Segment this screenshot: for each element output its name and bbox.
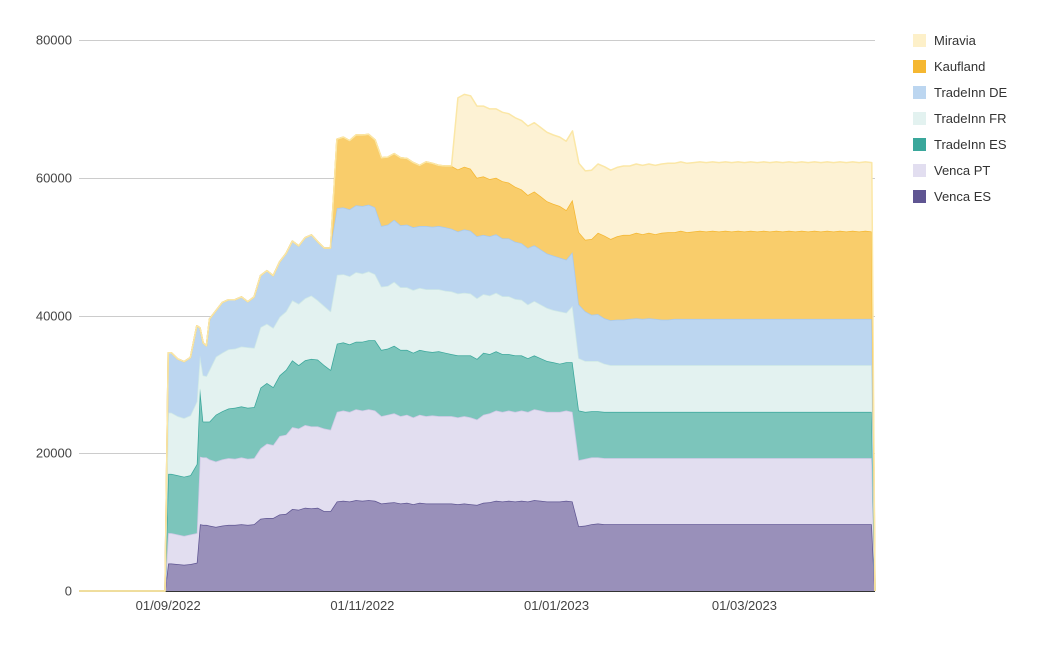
x-axis: 01/09/2022 01/11/2022 01/01/2023 01/03/2023: [136, 598, 777, 613]
x-tick-label: 01/03/2023: [712, 598, 777, 613]
legend: Miravia Kaufland TradeInn DE TradeInn FR Tra…: [913, 33, 1008, 204]
legend-label: TradeInn DE: [934, 85, 1008, 100]
y-tick-label: 0: [65, 584, 72, 599]
legend-swatch: [913, 112, 926, 125]
area-miravia: [79, 94, 875, 592]
y-tick-label: 60000: [36, 171, 72, 186]
area-kaufland: [79, 134, 875, 591]
legend-item-miravia[interactable]: Miravia: [913, 33, 977, 48]
area-tradeinn-es: [79, 340, 875, 591]
y-axis: 0 20000 40000 60000 80000: [36, 33, 72, 599]
legend-label: Miravia: [934, 33, 977, 48]
legend-item-tradeinn-fr[interactable]: TradeInn FR: [913, 111, 1007, 126]
legend-item-venca-es[interactable]: Venca ES: [913, 189, 991, 204]
y-tick-label: 40000: [36, 309, 72, 324]
y-tick-label: 80000: [36, 33, 72, 48]
area-tradeinn-fr: [79, 271, 875, 591]
y-tick-label: 20000: [36, 446, 72, 461]
legend-swatch: [913, 60, 926, 73]
legend-swatch: [913, 34, 926, 47]
legend-label: Venca ES: [934, 189, 991, 204]
legend-swatch: [913, 164, 926, 177]
x-tick-label: 01/01/2023: [524, 598, 589, 613]
legend-item-tradeinn-es[interactable]: TradeInn ES: [913, 137, 1007, 152]
area-tradeinn-de: [79, 204, 875, 591]
series-areas: [79, 93, 876, 592]
legend-item-venca-pt[interactable]: Venca PT: [913, 163, 990, 178]
legend-swatch: [913, 190, 926, 203]
legend-item-tradeinn-de[interactable]: TradeInn DE: [913, 85, 1008, 100]
x-tick-label: 01/11/2022: [330, 598, 394, 613]
line-miravia: [79, 93, 876, 592]
legend-label: Venca PT: [934, 163, 990, 178]
legend-label: Kaufland: [934, 59, 985, 74]
legend-label: TradeInn ES: [934, 137, 1007, 152]
legend-item-kaufland[interactable]: Kaufland: [913, 59, 985, 74]
area-venca-es: [79, 500, 875, 591]
legend-label: TradeInn FR: [934, 111, 1007, 126]
x-tick-label: 01/09/2022: [136, 598, 201, 613]
legend-swatch: [913, 138, 926, 151]
legend-swatch: [913, 86, 926, 99]
area-venca-pt: [79, 409, 875, 591]
